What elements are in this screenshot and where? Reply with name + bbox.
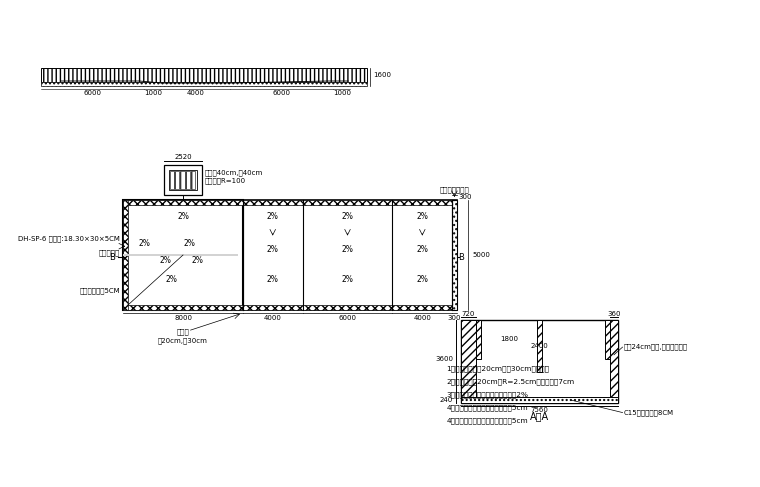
- Text: 砖砌24cm隔墙,内侧表面抹灰: 砖砌24cm隔墙,内侧表面抹灰: [623, 344, 688, 350]
- Bar: [175, 171, 179, 189]
- Bar: [243, 200, 302, 205]
- Text: 360: 360: [607, 311, 621, 317]
- Text: 2%: 2%: [177, 212, 189, 221]
- Text: 6000: 6000: [338, 315, 356, 321]
- Text: 6000: 6000: [273, 90, 290, 96]
- Text: 2520: 2520: [174, 154, 192, 160]
- Bar: [123, 305, 243, 310]
- Bar: [164, 165, 202, 195]
- Text: 5000: 5000: [472, 252, 490, 258]
- Text: 1000: 1000: [144, 90, 162, 96]
- Bar: [605, 320, 610, 359]
- Text: 2%: 2%: [267, 245, 279, 254]
- Text: 2%: 2%: [341, 212, 353, 221]
- Text: 3600: 3600: [435, 356, 453, 362]
- Bar: [243, 305, 302, 310]
- Text: 4、洗车室内部标高低于四周地面5cm: 4、洗车室内部标高低于四周地面5cm: [446, 417, 528, 424]
- Text: 2%: 2%: [416, 245, 428, 254]
- Text: 720: 720: [461, 311, 475, 317]
- Bar: [302, 305, 392, 310]
- Bar: [610, 320, 618, 397]
- Bar: [41, 82, 368, 86]
- Text: 拐弯半径R=100: 拐弯半径R=100: [204, 178, 246, 184]
- Text: B: B: [458, 253, 464, 262]
- Text: 1600: 1600: [373, 72, 391, 78]
- Text: 3、居一向沉淤池坡坡比坡就，坡度2%: 3、居一向沉淤池坡坡比坡就，坡度2%: [446, 391, 528, 397]
- Bar: [123, 200, 457, 310]
- Text: 排水沟: 排水沟: [176, 329, 189, 336]
- Text: 2%: 2%: [183, 240, 195, 248]
- Bar: [302, 200, 392, 205]
- Text: A－A: A－A: [530, 412, 549, 422]
- Text: 1、洗车台四周设20cm宽，30cm深排水沟: 1、洗车台四周设20cm宽，30cm深排水沟: [446, 365, 549, 372]
- Text: 2、排水沟上铺20cm和R=2.5cm锂篹，间距7cm: 2、排水沟上铺20cm和R=2.5cm锂篹，间距7cm: [446, 378, 575, 385]
- Bar: [476, 320, 481, 359]
- Text: 1800: 1800: [500, 337, 518, 342]
- Bar: [123, 200, 243, 310]
- Text: 2%: 2%: [159, 256, 171, 265]
- Text: 4000: 4000: [413, 315, 431, 321]
- Bar: [180, 171, 185, 189]
- Text: 橡胶减速带: 橡胶减速带: [99, 249, 120, 256]
- Text: 2%: 2%: [267, 212, 279, 221]
- Text: 240: 240: [440, 397, 453, 403]
- Text: 2400: 2400: [530, 343, 548, 349]
- Bar: [461, 397, 618, 403]
- Text: 2%: 2%: [341, 275, 353, 284]
- Text: 2%: 2%: [267, 275, 279, 284]
- Bar: [392, 305, 452, 310]
- Text: 300: 300: [458, 194, 472, 200]
- Text: 1000: 1000: [333, 90, 350, 96]
- Bar: [123, 200, 243, 205]
- Bar: [461, 320, 476, 397]
- Text: B: B: [109, 253, 116, 262]
- Bar: [191, 171, 195, 189]
- Bar: [392, 200, 452, 205]
- Text: 4000: 4000: [264, 315, 282, 321]
- Bar: [170, 171, 174, 189]
- Text: 2%: 2%: [165, 275, 177, 284]
- Text: 管网高40cm,宽40cm: 管网高40cm,宽40cm: [204, 169, 263, 176]
- Text: 2%: 2%: [192, 256, 204, 265]
- Text: C15普通混凝土8CM: C15普通混凝土8CM: [623, 409, 673, 416]
- Bar: [41, 68, 368, 82]
- Bar: [123, 254, 238, 256]
- Bar: [185, 171, 190, 189]
- Text: 7560: 7560: [530, 407, 548, 412]
- Text: 4000: 4000: [187, 90, 204, 96]
- Text: 定型化箱体挡杆: 定型化箱体挡杆: [439, 187, 470, 193]
- Bar: [123, 200, 128, 310]
- Text: 4、洗车室内部标高低于四周地面5cm: 4、洗车室内部标高低于四周地面5cm: [446, 404, 528, 411]
- Text: 2%: 2%: [416, 212, 428, 221]
- Text: 8000: 8000: [174, 315, 192, 321]
- Bar: [452, 200, 457, 310]
- Bar: [169, 170, 197, 190]
- Text: 宽20cm,深30cm: 宽20cm,深30cm: [158, 337, 208, 344]
- Text: 低于四周地面5CM: 低于四周地面5CM: [80, 287, 120, 294]
- Bar: [461, 320, 618, 403]
- Text: 2%: 2%: [416, 275, 428, 284]
- Text: 2%: 2%: [139, 240, 150, 248]
- Text: 2%: 2%: [341, 245, 353, 254]
- Text: DH-SP-6 规尺寸:18.30×30×5CM: DH-SP-6 规尺寸:18.30×30×5CM: [18, 235, 120, 242]
- Text: 300: 300: [448, 315, 461, 321]
- Text: 6000: 6000: [84, 90, 102, 96]
- Bar: [537, 320, 542, 372]
